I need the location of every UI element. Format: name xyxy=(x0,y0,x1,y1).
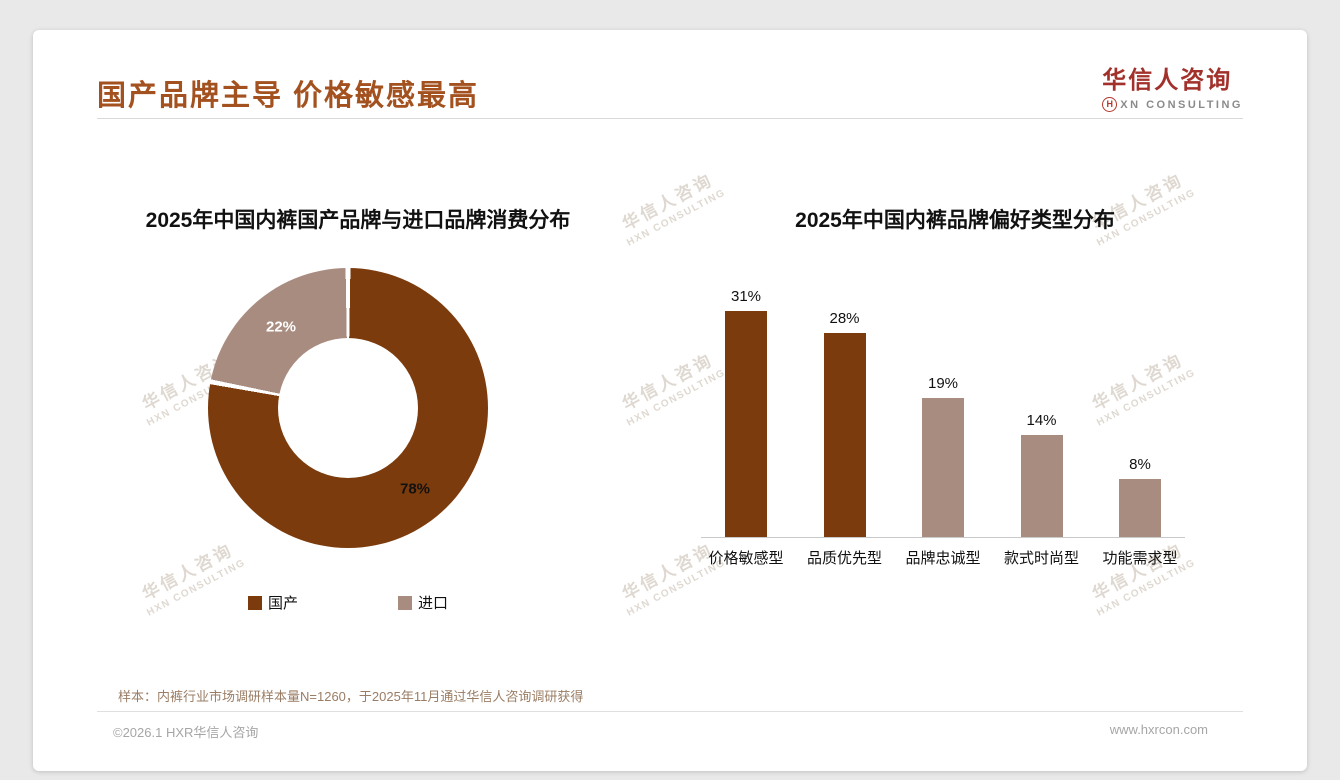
bar-chart: 31% 28% 19% 14% 8% xyxy=(701,280,1185,538)
legend-label-domestic: 国产 xyxy=(267,595,298,612)
watermark: 华信人咨询 HXN CONSULTING xyxy=(110,522,269,631)
bar-category-label: 功能需求型 xyxy=(1102,550,1178,567)
donut-chart: 78% 22% xyxy=(208,268,488,548)
bar-column: 19% xyxy=(898,375,988,537)
website-text: www.hxrcon.com xyxy=(1109,722,1208,737)
bar-column: 28% xyxy=(800,310,890,537)
donut-slice-label-import: 22% xyxy=(265,318,297,336)
bar xyxy=(1119,479,1161,537)
bar-value-label: 31% xyxy=(730,288,762,305)
slide: 华信人咨询 HXN CONSULTING 华信人咨询 HXN CONSULTIN… xyxy=(33,30,1307,771)
header-divider xyxy=(97,118,1243,119)
logo-cn-text: 华信人咨询 xyxy=(1102,67,1233,94)
bar-category-axis: 价格敏感型 品质优先型 品牌忠诚型 款式时尚型 功能需求型 xyxy=(701,547,1185,568)
sample-note: 样本：内裤行业市场调研样本量N=1260，于2025年11月通过华信人咨询调研获… xyxy=(118,689,584,704)
company-logo: 华信人咨询 H XN CONSULTING xyxy=(1102,67,1243,113)
bar-column: 31% xyxy=(701,288,791,537)
bar xyxy=(823,333,866,537)
donut-slice-label-domestic: 78% xyxy=(399,480,431,498)
bar-value-label: 19% xyxy=(927,375,959,392)
legend-item-import: 进口 xyxy=(398,592,448,613)
page-title: 国产品牌主导 价格敏感最高 xyxy=(97,80,480,112)
bar-value-label: 28% xyxy=(829,310,860,327)
bar xyxy=(922,398,964,537)
logo-en-text: XN CONSULTING xyxy=(1120,98,1243,111)
donut-chart-title: 2025年中国内裤国产品牌与进口品牌消费分布 xyxy=(145,209,571,232)
legend-swatch-import xyxy=(398,595,412,610)
logo-en-row: H XN CONSULTING xyxy=(1102,97,1243,113)
bar-column: 14% xyxy=(997,412,1087,537)
bar-category-label: 款式时尚型 xyxy=(1003,550,1079,567)
donut-legend: 国产 进口 xyxy=(208,592,488,613)
bar-value-label: 8% xyxy=(1129,456,1151,473)
bar-category-label: 品牌忠诚型 xyxy=(905,550,981,567)
logo-mark-icon: H xyxy=(1102,97,1118,113)
watermark-line1: 华信人咨询 xyxy=(1089,170,1187,234)
watermark-line2: HXN CONSULTING xyxy=(145,557,248,619)
copyright-text: ©2026.1 HXR华信人咨询 xyxy=(113,725,259,740)
legend-label-import: 进口 xyxy=(418,595,449,612)
legend-swatch-domestic xyxy=(247,595,262,610)
bar xyxy=(725,311,767,537)
bar-column: 8% xyxy=(1095,456,1185,537)
bar-value-label: 14% xyxy=(1026,412,1057,429)
bar xyxy=(1020,435,1063,537)
legend-item-domestic: 国产 xyxy=(247,592,298,613)
bar-chart-title: 2025年中国内裤品牌偏好类型分布 xyxy=(795,209,1115,232)
bar-category-label: 价格敏感型 xyxy=(708,550,784,567)
donut-hole xyxy=(278,338,418,478)
watermark-line1: 华信人咨询 xyxy=(619,170,717,234)
bar-category-label: 品质优先型 xyxy=(806,550,882,567)
footer-divider xyxy=(97,711,1243,712)
